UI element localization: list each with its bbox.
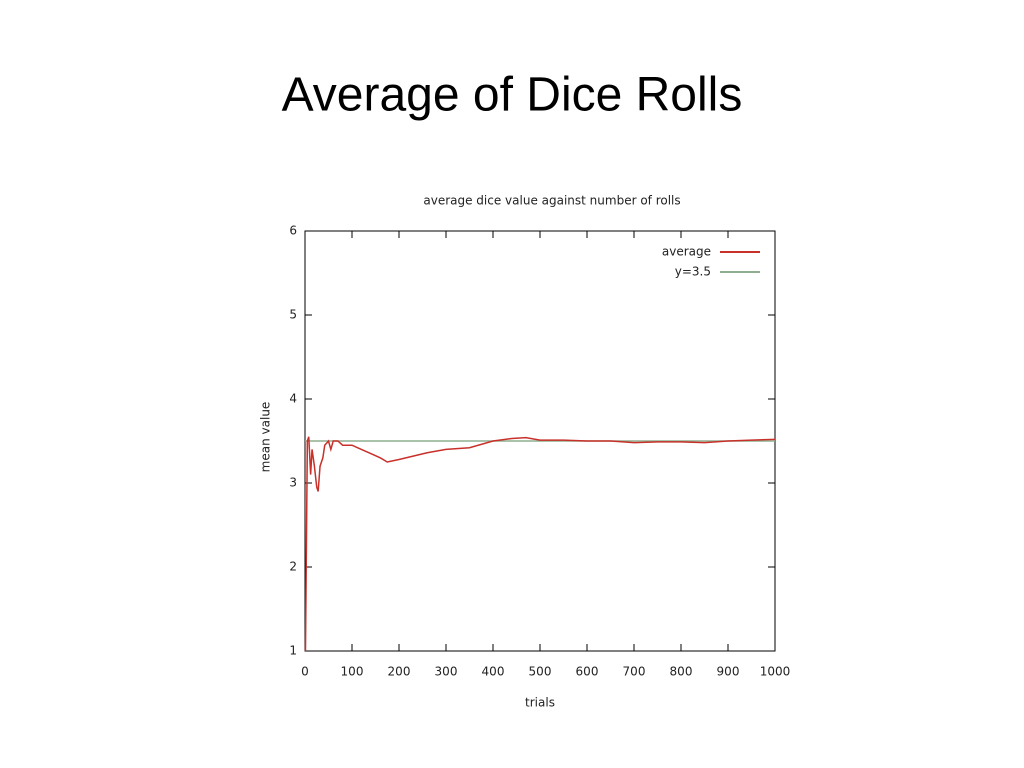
x-tick-label: 400 — [482, 665, 505, 679]
y-tick-label: 2 — [289, 560, 297, 574]
x-tick-label: 200 — [388, 665, 411, 679]
x-tick-label: 800 — [670, 665, 693, 679]
series-line — [304, 436, 776, 652]
x-tick-label: 700 — [623, 665, 646, 679]
y-tick-label: 4 — [289, 392, 297, 406]
x-tick-label: 500 — [529, 665, 552, 679]
x-tick-label: 600 — [576, 665, 599, 679]
x-tick-label: 0 — [301, 665, 309, 679]
chart-title: average dice value against number of rol… — [423, 194, 680, 208]
y-tick-label: 5 — [289, 308, 297, 322]
x-tick-label: 300 — [435, 665, 458, 679]
legend-label: y=3.5 — [675, 265, 711, 279]
slide-title: Average of Dice Rolls — [282, 69, 743, 122]
y-tick-label: 3 — [289, 476, 297, 490]
legend-label: average — [662, 245, 711, 259]
y-tick-label: 1 — [289, 644, 297, 658]
x-tick-label: 1000 — [760, 665, 791, 679]
y-tick-label: 6 — [289, 224, 297, 238]
x-tick-label: 100 — [341, 665, 364, 679]
x-axis-label: trials — [525, 696, 555, 710]
y-axis-label: mean value — [259, 402, 273, 473]
x-tick-label: 900 — [717, 665, 740, 679]
